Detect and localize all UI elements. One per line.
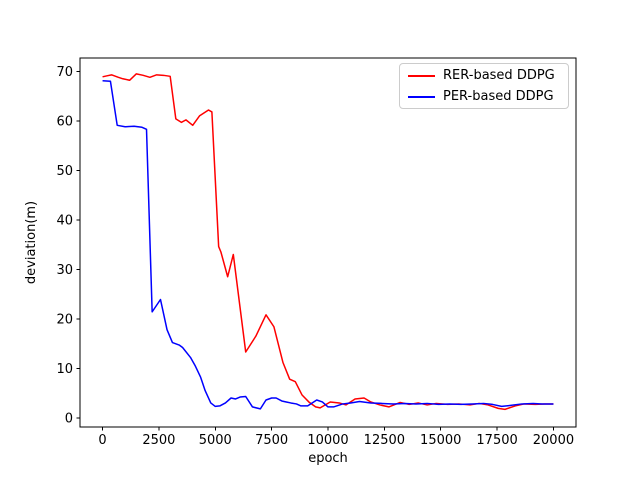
legend-item-rer: RER-based DDPG <box>408 67 560 84</box>
y-tick-label: 10 <box>56 362 73 377</box>
x-tick-label: 0 <box>98 433 106 448</box>
y-tick-label: 60 <box>56 114 73 129</box>
x-tick-label: 5000 <box>199 433 232 448</box>
x-tick-label: 7500 <box>255 433 288 448</box>
y-axis-label: deviation(m) <box>24 201 39 284</box>
legend-line-sample-blue <box>408 95 435 98</box>
legend-label-per: PER-based DDPG <box>443 89 554 104</box>
per-series-line <box>102 80 554 410</box>
x-tick-label: 10000 <box>307 433 348 448</box>
x-tick-label: 20000 <box>533 433 574 448</box>
y-tick-label: 0 <box>65 411 73 426</box>
x-axis-label: epoch <box>308 451 348 466</box>
legend-line-sample-red <box>408 74 435 77</box>
y-tick-label: 20 <box>56 312 73 327</box>
legend: RER-based DDPG PER-based DDPG <box>399 63 569 109</box>
y-tick-label: 30 <box>56 263 73 278</box>
legend-label-rer: RER-based DDPG <box>443 68 555 83</box>
axes-spines <box>79 57 577 428</box>
y-tick-label: 50 <box>56 164 73 179</box>
rer-series-line <box>102 73 554 411</box>
legend-item-per: PER-based DDPG <box>408 88 560 105</box>
x-tick-label: 12500 <box>364 433 405 448</box>
y-tick-label: 70 <box>56 65 73 80</box>
x-tick-label: 17500 <box>476 433 517 448</box>
x-tick-label: 15000 <box>420 433 461 448</box>
x-tick-label: 2500 <box>142 433 175 448</box>
y-tick-label: 40 <box>56 213 73 228</box>
